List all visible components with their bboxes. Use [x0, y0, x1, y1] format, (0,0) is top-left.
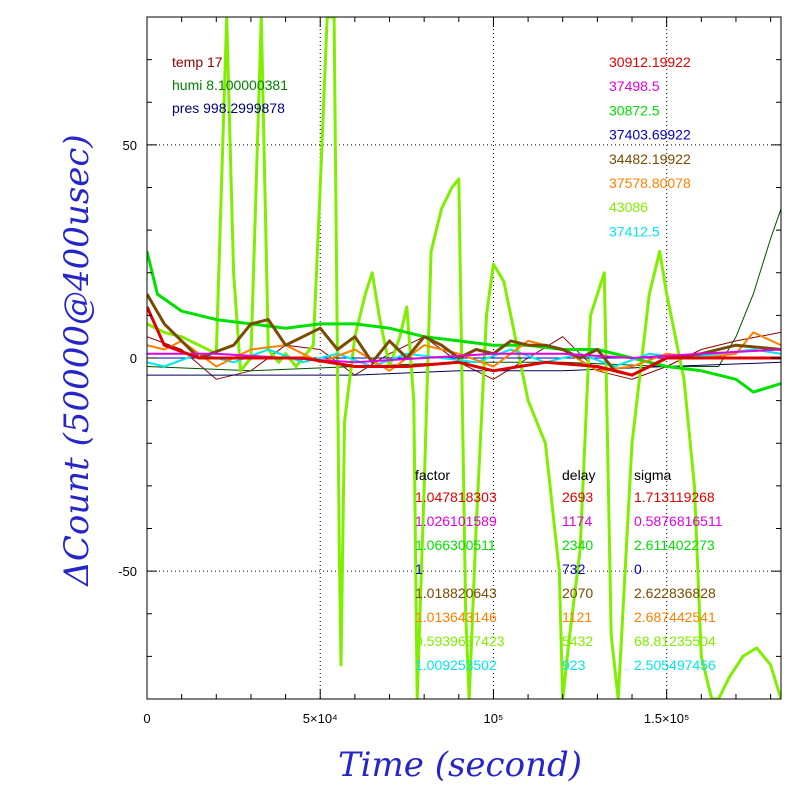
series-lines	[147, 17, 781, 699]
factor-value: 1.009253502	[415, 657, 497, 673]
sigma-value: 2.622836828	[634, 585, 716, 601]
series-line-30872-5	[147, 251, 781, 394]
factor-header: factor	[415, 467, 450, 483]
x-tick-label: 0	[143, 711, 150, 726]
legend-entry: 34482.19922	[609, 151, 691, 167]
factor-value: 1.066300511	[415, 537, 496, 553]
factor-value: 1.013643146	[415, 609, 497, 625]
humi-label: humi 8.100000381	[172, 77, 288, 93]
delay-header: delay	[562, 467, 595, 483]
legend-entry: 37403.69922	[609, 127, 691, 143]
x-tick-label: 1.5×10⁵	[644, 711, 690, 726]
legend-entry: 37578.80078	[609, 175, 691, 191]
axis-ticks: 0 5×10⁴ 10⁵ 1.5×10⁵ 50 0 -50	[118, 16, 781, 726]
legend: 30912.19922 37498.5 30872.5 37403.69922 3448…	[609, 54, 691, 239]
factor-value: 1.018820643	[415, 585, 497, 601]
series-line-30912-19922	[147, 306, 781, 377]
delay-value: 732	[562, 561, 586, 577]
delay-value: 2070	[562, 585, 593, 601]
sigma-value: 0	[634, 561, 642, 577]
sigma-value: 2.611402273	[634, 537, 715, 553]
legend-entry: 43086	[609, 199, 648, 215]
y-tick-label: -50	[118, 564, 137, 579]
delay-value: 2340	[562, 537, 593, 553]
series-line-37498-5	[147, 348, 781, 364]
parameter-table: 1.047818303 2693 1.713119268 1.026101589 117…	[415, 489, 723, 673]
legend-entry: 30872.5	[609, 102, 660, 118]
y-tick-label: 0	[130, 351, 137, 366]
series-line-43086	[147, 17, 781, 699]
sigma-value: 2.505497456	[634, 657, 716, 673]
delay-value: 1121	[562, 609, 592, 625]
x-tick-label: 10⁵	[484, 711, 504, 726]
sigma-value: 68.81235504	[634, 633, 716, 649]
factor-value: 1.047818303	[415, 489, 497, 505]
delay-value: 2693	[562, 489, 593, 505]
sigma-value: 2.687442541	[634, 609, 716, 625]
temp-label: temp 17	[172, 54, 223, 70]
sigma-header: sigma	[634, 467, 672, 483]
y-axis-title: ΔCount (50000@400usec)	[57, 134, 97, 587]
factor-value: 1	[415, 561, 423, 577]
factor-value: 0.5939637423	[415, 633, 505, 649]
x-axis-title: Time (second)	[338, 745, 582, 785]
legend-entry: 37412.5	[609, 223, 660, 239]
sigma-value: 1.713119268	[634, 489, 715, 505]
delay-value: 923	[562, 657, 586, 673]
legend-entry: 37498.5	[609, 78, 660, 94]
sigma-value: 0.5876816511	[634, 513, 723, 529]
delay-value: 1174	[562, 513, 592, 529]
factor-value: 1.026101589	[415, 513, 497, 529]
x-tick-label: 5×10⁴	[303, 711, 338, 726]
legend-entry: 30912.19922	[609, 54, 691, 70]
delay-value: 5432	[562, 633, 593, 649]
pres-label: pres 998.2999878	[172, 100, 285, 116]
y-tick-label: 50	[123, 138, 137, 153]
